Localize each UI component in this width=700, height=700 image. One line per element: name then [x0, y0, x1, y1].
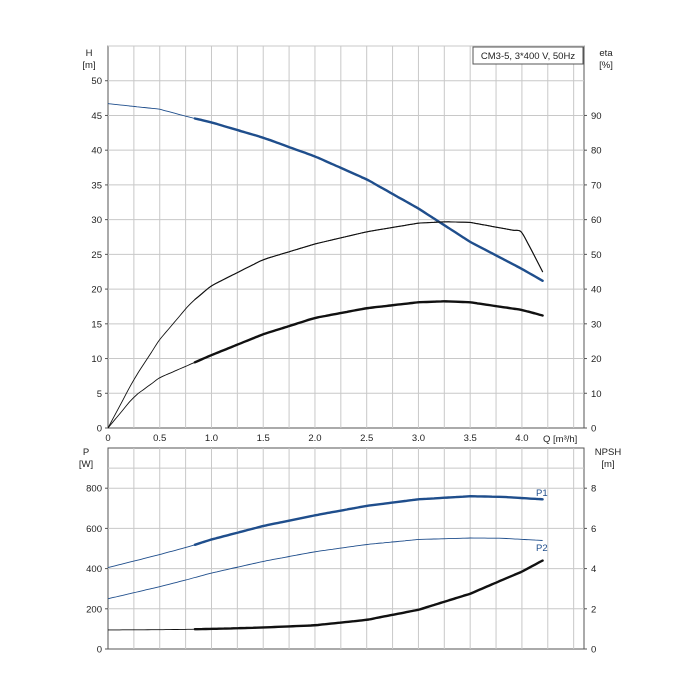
upper-right-axis-label-eta: eta — [599, 48, 613, 59]
left-y-tick-label: 400 — [86, 564, 102, 575]
lower-left-axis-label-p: P — [83, 447, 89, 458]
upper-left-axis-label-h-unit: [m] — [82, 60, 95, 71]
left-y-tick-label: 0 — [97, 424, 102, 435]
right-y-tick-label: 30 — [591, 319, 602, 330]
right-y-tick-label: 60 — [591, 215, 602, 226]
series-label-p2: P2 — [536, 543, 548, 554]
series-line-bold — [194, 221, 544, 301]
x-tick-label: 1.0 — [205, 433, 218, 444]
right-y-tick-label: 0 — [591, 645, 596, 656]
left-y-tick-label: 10 — [91, 354, 102, 365]
lower-series — [107, 494, 544, 631]
lower-right-axis-label-npsh: NPSH — [595, 447, 622, 458]
left-y-tick-label: 20 — [91, 285, 102, 296]
x-tick-label: 3.5 — [464, 433, 477, 444]
right-y-tick-label: 70 — [591, 180, 602, 191]
chart-title-box — [472, 46, 584, 65]
x-tick-label: 2.5 — [360, 433, 373, 444]
lower-right-axis-label-npsh-unit: [m] — [601, 459, 614, 470]
left-y-tick-label: 0 — [97, 645, 102, 656]
series-line-bold — [193, 494, 544, 546]
left-y-tick-label: 40 — [91, 146, 102, 157]
left-y-tick-label: 30 — [91, 215, 102, 226]
right-y-tick-label: 2 — [591, 604, 596, 615]
lower-grid — [108, 448, 584, 649]
right-y-tick-label: 0 — [591, 424, 596, 435]
left-y-tick-label: 800 — [86, 484, 102, 495]
series-line-thin — [107, 300, 543, 429]
series-line-thin — [107, 495, 543, 569]
lower-left-axis-label-p-unit: [W] — [79, 459, 93, 470]
left-y-tick-label: 200 — [86, 604, 102, 615]
left-y-tick-label: 15 — [91, 319, 102, 330]
left-y-tick-label: 50 — [91, 76, 102, 87]
x-tick-label: 1.5 — [257, 433, 270, 444]
left-y-tick-label: 25 — [91, 250, 102, 261]
x-tick-label: 4.0 — [515, 433, 528, 444]
left-y-tick-label: 5 — [97, 389, 102, 400]
left-y-tick-label: 45 — [91, 111, 102, 122]
right-y-tick-label: 4 — [591, 564, 596, 575]
series-line-bold — [193, 117, 544, 282]
right-y-tick-label: 20 — [591, 354, 602, 365]
upper-left-axis-label-h: H — [86, 48, 93, 59]
x-tick-label: 0 — [105, 433, 110, 444]
right-y-tick-label: 90 — [591, 111, 602, 122]
chart-title: CM3-5, 3*400 V, 50Hz — [481, 51, 575, 62]
left-y-tick-label: 35 — [91, 180, 102, 191]
series-line-bold — [193, 300, 544, 364]
x-tick-label: 0.5 — [153, 433, 166, 444]
series-line-bold — [193, 559, 544, 631]
series-line-thin — [107, 221, 543, 429]
upper-grid — [108, 45, 584, 428]
upper-series — [107, 103, 544, 429]
right-y-tick-label: 8 — [591, 484, 596, 495]
left-y-tick-label: 600 — [86, 524, 102, 535]
lower-tick-labels: 0 200 400 600 800 0 2 4 6 8 — [86, 484, 596, 656]
upper-right-axis-label-eta-unit: [%] — [599, 60, 613, 71]
upper-tick-labels: 0 5 10 15 20 25 30 35 40 45 50 0 10 20 30 40 50 60 70 80 90 0… — [91, 76, 601, 444]
series-label-p1: P1 — [536, 488, 548, 499]
right-y-tick-label: 10 — [591, 389, 602, 400]
lower-plot-frame — [107, 447, 585, 650]
right-y-tick-label: 50 — [591, 250, 602, 261]
x-axis-label: Q [m³/h] — [543, 434, 577, 445]
right-y-tick-label: 6 — [591, 524, 596, 535]
series-line-thin — [107, 537, 543, 600]
right-y-tick-label: 40 — [591, 285, 602, 296]
x-tick-label: 2.0 — [308, 433, 321, 444]
x-tick-label: 3.0 — [412, 433, 425, 444]
right-y-tick-label: 80 — [591, 146, 602, 157]
series-line-thin — [108, 560, 543, 631]
